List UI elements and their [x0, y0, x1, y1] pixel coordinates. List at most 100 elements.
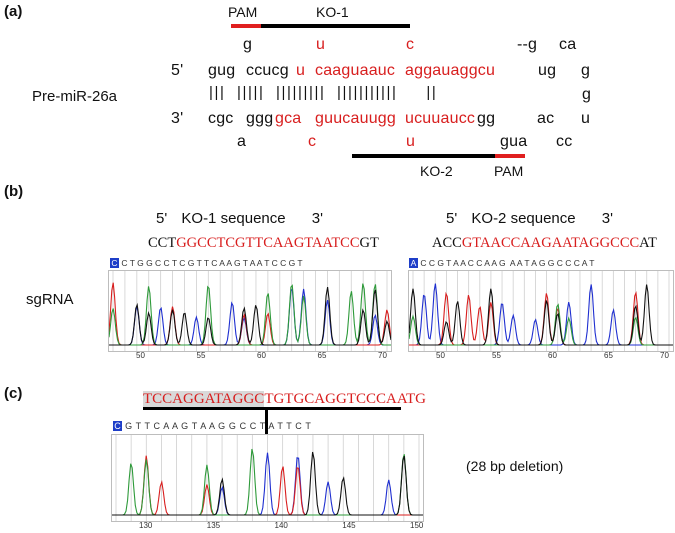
axis-tick-label: 60: [548, 351, 557, 360]
axis-tick-label: 70: [660, 351, 669, 360]
axis-tick-label: 145: [342, 521, 356, 530]
ko2-seq-pre: ACC: [432, 235, 462, 251]
ko1-axis: 50 55 60 65 70: [108, 351, 390, 361]
ko2-sequence: ACCGTAACCAAGAATAGGCCCAT: [432, 235, 657, 252]
deletion-bar: [143, 407, 401, 410]
ko2-title: 5' KO-2 sequence 3': [446, 210, 613, 227]
ko1-first-base: C: [110, 258, 119, 268]
c-base-calls: C G T T C A A G T A A G G C C T A T T C …: [113, 421, 423, 431]
pre-mir-label: Pre-miR-26a: [32, 88, 118, 105]
bulge-ca: ca: [559, 36, 577, 53]
five-prime-label: 5': [171, 62, 184, 79]
ko2-trace: [409, 271, 673, 351]
bottom-bulge-a: a: [237, 133, 247, 150]
bulge-c: c: [406, 36, 415, 53]
ko2-title-text: KO-2 sequence: [471, 210, 576, 227]
sgrna-label: sgRNA: [26, 291, 74, 308]
axis-tick-label: 50: [436, 351, 445, 360]
strand5-ug: ug: [538, 62, 557, 79]
ko2-axis: 50 55 60 65 70: [408, 351, 672, 361]
deletion-sequence: TCCAGGATAGGCTGTGCAGGTCCCAATG: [143, 391, 426, 408]
c-chromatogram: [111, 434, 424, 522]
strand5-gug: gug: [208, 62, 236, 79]
ko2-seq-guide: GTAACCAAGAATAGGCCC: [461, 235, 640, 251]
c-bases: G T T C A A G T A A G G C C T A T T C T: [122, 421, 312, 431]
ko1-seq-guide: GGCCTCGTTCAAGTAATCC: [176, 235, 360, 251]
loop-g: g: [582, 86, 592, 103]
trace-line: [109, 287, 391, 346]
c-trace: [112, 435, 423, 521]
ko1-chromatogram: [108, 270, 392, 352]
strand3-ggg: ggg: [246, 110, 274, 127]
bulge-g: g: [243, 36, 253, 53]
axis-tick-label: 60: [257, 351, 266, 360]
axis-tick-label: 65: [317, 351, 327, 360]
pam-bottom-label: PAM: [494, 163, 524, 179]
deleted-highlight: TCCAGGATAGGC: [143, 391, 265, 407]
bulge-u: u: [316, 36, 326, 53]
ko1-title-text: KO-1 sequence: [181, 210, 286, 227]
axis-tick-label: 50: [136, 351, 145, 360]
ko1-title: 5' KO-1 sequence 3': [156, 210, 323, 227]
axis-tick-label: 140: [274, 521, 288, 530]
axis-tick-label: 70: [378, 351, 387, 360]
axis-tick-label: 65: [604, 351, 613, 360]
trace-line: [409, 284, 673, 346]
panel-label-c: (c): [4, 385, 23, 402]
c-axis: 130 135 140 145 150: [111, 521, 424, 531]
pairing-lines: ||| ||||| ||||||||| ||||||||||| ||: [209, 84, 438, 101]
strand3-gg: gg: [477, 110, 496, 127]
panel-label-a: (a): [4, 3, 23, 20]
ko2-title-3p: 3': [601, 210, 614, 227]
c-first-base: C: [113, 421, 122, 431]
pam-top-bar: [231, 24, 261, 28]
trace-line: [112, 451, 423, 516]
axis-tick-label: 55: [196, 351, 206, 360]
ko1-label: KO-1: [316, 4, 349, 20]
strand5-aggauaggcu: aggauaggcu: [405, 62, 496, 79]
bottom-bulge-c: c: [308, 133, 317, 150]
bulge-gap-g: --g: [517, 36, 538, 53]
deletion-rest: TGTGCAGGTCCCAATG: [264, 391, 426, 407]
junction-line: [265, 407, 268, 435]
ko1-title-3p: 3': [311, 210, 324, 227]
ko2-first-base: A: [409, 258, 418, 268]
pam-bottom-bar: [495, 154, 525, 158]
trace-line: [109, 283, 391, 346]
three-prime-label: 3': [171, 110, 184, 127]
strand3-ac: ac: [537, 110, 555, 127]
strand3-guucauugg: guucauugg: [315, 110, 396, 127]
strand3-u: u: [581, 110, 591, 127]
strand5-u: u: [296, 62, 306, 79]
axis-tick-label: 55: [492, 351, 501, 360]
ko1-base-calls: C C T G G C C T C G T T C A A G T A A T …: [110, 258, 390, 268]
axis-tick-label: 150: [410, 521, 424, 530]
bottom-bulge-cc: cc: [556, 133, 573, 150]
ko1-bases: C T G G C C T C G T T C A A G T A A T C …: [119, 258, 303, 268]
ko1-seq-post: GT: [359, 235, 379, 251]
ko2-seq-post: AT: [639, 235, 657, 251]
deletion-note: (28 bp deletion): [466, 458, 564, 474]
ko2-title-5p: 5': [446, 210, 458, 227]
ko1-sequence: CCTGGCCTCGTTCAAGTAATCCGT: [148, 235, 379, 252]
ko2-bases: C C G T A A C C A A G A A T A G G C C C …: [418, 258, 595, 268]
ko2-base-calls: A C C G T A A C C A A G A A T A G G C C …: [409, 258, 671, 268]
axis-tick-label: 135: [206, 521, 221, 530]
strand5-ccucg: ccucg: [246, 62, 289, 79]
ko1-trace: [109, 271, 391, 351]
bottom-bulge-u: u: [406, 133, 416, 150]
strand3-ucuuaucc: ucuuaucc: [405, 110, 476, 127]
strand3-gca: gca: [275, 110, 302, 127]
pam-top-label: PAM: [228, 4, 258, 20]
strand3-cgc: cgc: [208, 110, 234, 127]
panel-label-b: (b): [4, 183, 24, 200]
strand5-caaguaauc: caaguaauc: [315, 62, 396, 79]
axis-tick-label: 130: [139, 521, 153, 530]
ko1-bar: [261, 24, 410, 28]
strand5-g: g: [581, 62, 591, 79]
bottom-bulge-gua: gua: [500, 133, 528, 150]
ko1-seq-pre: CCT: [148, 235, 177, 251]
ko1-title-5p: 5': [156, 210, 168, 227]
ko2-chromatogram: [408, 270, 674, 352]
ko2-bar: [352, 154, 495, 158]
